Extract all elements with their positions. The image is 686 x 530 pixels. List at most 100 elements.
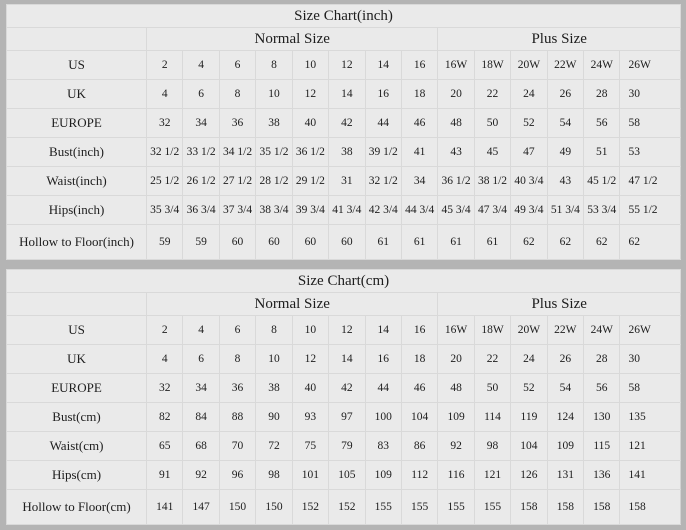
row-label: US	[6, 50, 147, 80]
table-cell: 25 1/2	[145, 166, 184, 196]
row-label: Bust(cm)	[6, 402, 147, 432]
table-cell: 83	[364, 431, 402, 461]
table-cell: 47 3/4	[473, 195, 512, 225]
table-cell: 4	[145, 344, 184, 374]
table-cell: 90	[255, 402, 293, 432]
table-cell: 47	[510, 137, 548, 167]
table-row: Hollow to Floor(cm) 141 147 150 150 152 152 155…	[6, 489, 681, 525]
table-cell: 116	[437, 460, 475, 490]
row-label: Waist(inch)	[6, 166, 147, 196]
table-cell: 28	[583, 344, 621, 374]
table-cell: 24W	[583, 315, 621, 345]
table-cell: 38	[328, 137, 366, 167]
chart-title: Size Chart(cm)	[5, 269, 682, 293]
table-cell: 41 3/4	[328, 195, 366, 225]
table-cell: 34	[400, 166, 439, 196]
table-cell: 18	[400, 79, 439, 109]
table-cell: 33 1/2	[182, 137, 220, 167]
table-cell: 58	[619, 108, 681, 138]
table-row: EUROPE 32 34 36 38 40 42 44 46 48 50 52 54 56 58	[6, 108, 681, 138]
table-cell: 51 3/4	[546, 195, 585, 225]
table-cell: 10	[291, 315, 330, 345]
table-cell: 54	[546, 373, 585, 403]
table-cell: 52	[510, 373, 548, 403]
table-cell: 86	[400, 431, 439, 461]
row-label: Waist(cm)	[6, 431, 147, 461]
table-cell: 16	[364, 344, 402, 374]
table-cell: 131	[546, 460, 585, 490]
row-label: EUROPE	[6, 373, 147, 403]
table-cell: 45 3/4	[437, 195, 475, 225]
table-cell: 56	[583, 373, 621, 403]
table-cell: 14	[364, 50, 402, 80]
table-cell: 31	[328, 166, 366, 196]
table-row: US 2 4 6 8 10 12 14 16 16W 18W 20W 22W 24W 26W	[6, 315, 681, 345]
row-label: Hollow to Floor(cm)	[6, 489, 147, 525]
table-cell: 60	[218, 224, 257, 260]
table-cell: 147	[182, 489, 220, 525]
table-cell: 152	[291, 489, 330, 525]
size-chart-table-cm: Size Chart(cm) Normal Size Plus Size US 2 4 6 8…	[5, 269, 682, 525]
table-cell: 32	[145, 373, 184, 403]
table-cell: 20W	[510, 315, 548, 345]
table-cell: 38 1/2	[473, 166, 512, 196]
table-row: EUROPE 32 34 36 38 40 42 44 46 48 50 52 54 56 58	[6, 373, 681, 403]
table-cell: 56	[583, 108, 621, 138]
table-cell: 14	[328, 79, 366, 109]
table-cell: 22	[473, 79, 512, 109]
table-cell: 44	[364, 108, 402, 138]
table-cell: 141	[619, 460, 681, 490]
chart-title-row: Size Chart(cm)	[5, 269, 682, 293]
group-header-plus-size: Plus Size	[437, 27, 681, 51]
table-cell: 4	[182, 50, 220, 80]
table-cell: 34	[182, 373, 220, 403]
table-cell: 98	[473, 431, 512, 461]
table-cell: 72	[255, 431, 293, 461]
table-cell: 48	[437, 108, 475, 138]
table-cell: 42 3/4	[364, 195, 402, 225]
table-cell: 36 3/4	[182, 195, 220, 225]
table-cell: 6	[182, 79, 220, 109]
group-header-row: Normal Size Plus Size	[6, 27, 681, 51]
table-cell: 104	[400, 402, 439, 432]
table-cell: 41	[400, 137, 439, 167]
table-cell: 141	[145, 489, 184, 525]
table-cell: 10	[255, 79, 293, 109]
table-row: UK 4 6 8 10 12 14 16 18 20 22 24 26 28 30	[6, 344, 681, 374]
size-chart-table-inch: Size Chart(inch) Normal Size Plus Size US 2 4…	[5, 4, 682, 260]
table-cell: 61	[400, 224, 439, 260]
table-cell: 60	[291, 224, 330, 260]
table-cell: 82	[145, 402, 184, 432]
table-cell: 112	[400, 460, 439, 490]
table-row: Waist(cm) 65 68 70 72 75 79 83 86 92 98 104 109 115 12…	[6, 431, 681, 461]
table-cell: 92	[182, 460, 220, 490]
table-cell: 62	[546, 224, 585, 260]
table-cell: 119	[510, 402, 548, 432]
table-cell: 42	[328, 373, 366, 403]
table-cell: 12	[291, 344, 330, 374]
table-cell: 109	[546, 431, 585, 461]
table-cell: 53	[619, 137, 681, 167]
table-cell: 109	[437, 402, 475, 432]
table-cell: 34	[182, 108, 220, 138]
table-cell: 18	[400, 344, 439, 374]
table-cell: 49 3/4	[510, 195, 548, 225]
table-cell: 18W	[473, 50, 512, 80]
table-cell: 104	[510, 431, 548, 461]
table-cell: 26	[546, 79, 585, 109]
row-label: EUROPE	[6, 108, 147, 138]
group-header-blank	[6, 27, 147, 51]
table-cell: 16	[400, 50, 439, 80]
table-cell: 6	[182, 344, 220, 374]
table-cell: 49	[546, 137, 585, 167]
table-cell: 50	[473, 108, 512, 138]
table-cell: 36 1/2	[291, 137, 330, 167]
table-cell: 12	[328, 50, 366, 80]
table-cell: 2	[145, 50, 184, 80]
table-cell: 32 1/2	[145, 137, 184, 167]
table-cell: 26	[546, 344, 585, 374]
group-header-normal-size: Normal Size	[145, 27, 439, 51]
table-cell: 20	[437, 344, 475, 374]
table-cell: 36	[218, 108, 257, 138]
